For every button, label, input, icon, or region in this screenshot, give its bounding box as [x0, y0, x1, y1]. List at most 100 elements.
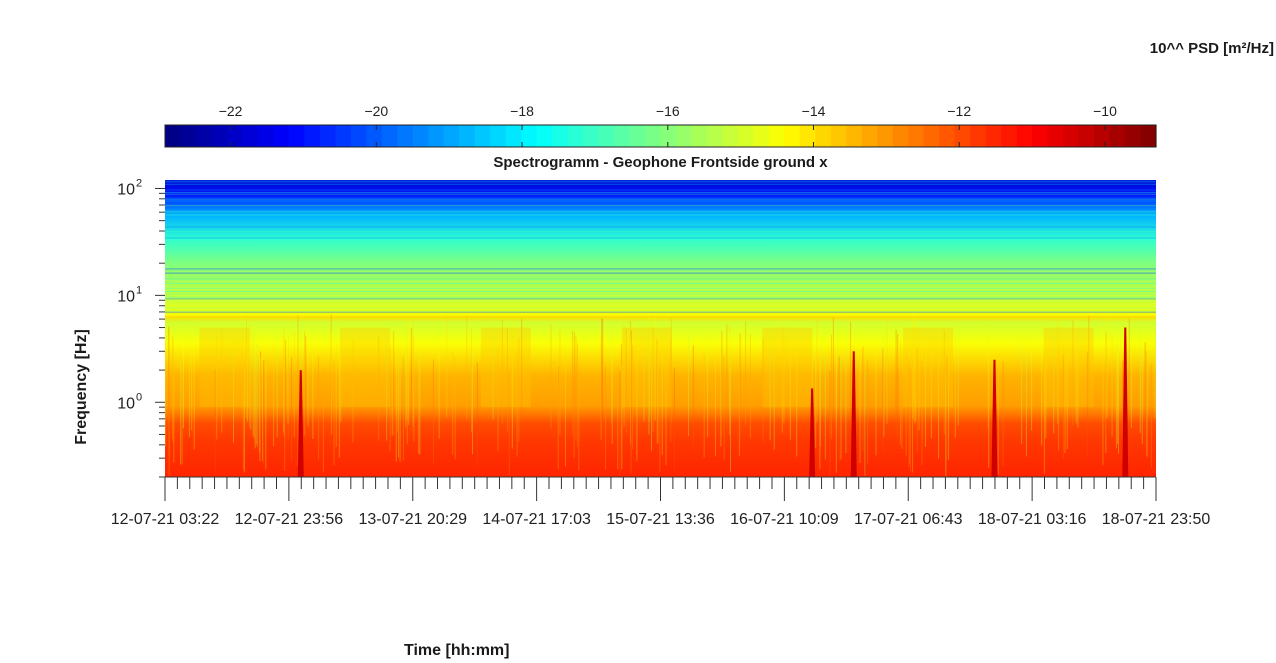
- texture-streak: [172, 338, 174, 443]
- texture-streak: [413, 337, 415, 442]
- texture-streak: [508, 371, 510, 476]
- colorbar-segment: [799, 125, 816, 147]
- colorbar-segment: [706, 125, 724, 147]
- texture-streak: [630, 331, 632, 435]
- texture-streak: [862, 346, 864, 451]
- texture-streak: [938, 354, 940, 459]
- y-tick-label: 10: [117, 181, 135, 198]
- texture-streak: [406, 339, 408, 444]
- texture-streak: [643, 317, 645, 422]
- texture-streak: [246, 314, 248, 419]
- texture-streak: [412, 322, 414, 427]
- texture-streak: [670, 338, 672, 443]
- texture-band: [165, 241, 1156, 243]
- colorbar-segment: [257, 125, 274, 147]
- texture-streak: [914, 319, 916, 424]
- texture-streak: [330, 313, 332, 418]
- texture-band: [165, 265, 1156, 267]
- y-tick-exponent: 2: [136, 177, 142, 189]
- texture-streak: [945, 372, 947, 477]
- colorbar-segment: [366, 125, 383, 147]
- texture-streak: [410, 327, 412, 432]
- texture-streak: [665, 361, 667, 466]
- colorbar-segment: [350, 125, 367, 147]
- activity-patch: [762, 327, 813, 408]
- texture-streak: [915, 317, 917, 422]
- texture-streak: [1077, 323, 1079, 428]
- texture-streak: [1111, 332, 1113, 437]
- texture-streak: [573, 332, 575, 437]
- texture-band: [165, 181, 1156, 183]
- colorbar-segment: [397, 125, 414, 147]
- texture-streak: [214, 369, 216, 474]
- texture-band: [165, 226, 1156, 228]
- texture-streak: [303, 331, 305, 436]
- texture-streak: [1144, 342, 1146, 446]
- texture-streak: [1053, 329, 1055, 434]
- colorbar-segment: [273, 125, 290, 147]
- texture-streak: [307, 322, 309, 427]
- texture-streak: [621, 365, 623, 470]
- chart-title: Spectrogramm - Geophone Frontside ground…: [493, 154, 828, 171]
- colorbar-segment: [939, 125, 956, 147]
- colorbar-segment: [908, 125, 925, 147]
- colorbar-segment: [195, 125, 213, 147]
- texture-band: [165, 310, 1156, 312]
- y-tick-label: 10: [117, 288, 135, 305]
- texture-streak: [623, 322, 625, 427]
- colorbar-segment: [846, 125, 863, 147]
- colorbar-segment: [923, 125, 940, 147]
- texture-streak: [406, 316, 408, 421]
- texture-band: [165, 214, 1156, 216]
- texture-streak: [391, 331, 393, 436]
- texture-streak: [835, 323, 837, 428]
- texture-streak: [1146, 352, 1148, 457]
- texture-streak: [454, 355, 456, 460]
- texture-streak: [1086, 351, 1088, 456]
- texture-streak: [305, 336, 307, 441]
- colorbar-segment: [335, 125, 352, 147]
- texture-streak: [1116, 339, 1118, 444]
- texture-band: [165, 268, 1156, 270]
- texture-streak: [171, 335, 173, 439]
- colorbar-segment: [583, 125, 600, 147]
- texture-streak: [287, 336, 289, 441]
- texture-streak: [287, 320, 289, 425]
- activity-patch: [199, 327, 250, 408]
- texture-streak: [259, 351, 261, 456]
- colorbar-segment: [319, 125, 336, 147]
- texture-streak: [912, 315, 914, 420]
- texture-streak: [1150, 364, 1152, 468]
- texture-band: [165, 210, 1156, 212]
- texture-streak: [378, 337, 380, 441]
- texture-streak: [1062, 345, 1064, 449]
- texture-streak: [1154, 314, 1156, 419]
- texture-streak: [1064, 349, 1066, 454]
- colorbar-segment: [691, 125, 708, 147]
- colorbar-segment: [443, 125, 460, 147]
- texture-streak: [988, 363, 990, 468]
- texture-streak: [1139, 329, 1141, 434]
- colorbar-segment: [226, 125, 244, 147]
- colorbar-segment: [660, 125, 677, 147]
- texture-streak: [811, 321, 813, 426]
- texture-band: [165, 200, 1156, 202]
- texture-streak: [769, 336, 771, 441]
- texture-streak: [987, 324, 989, 429]
- texture-band: [165, 256, 1156, 258]
- texture-band: [165, 296, 1156, 298]
- texture-streak: [511, 344, 513, 449]
- texture-streak: [1102, 361, 1104, 466]
- texture-streak: [276, 333, 278, 438]
- texture-streak: [930, 334, 932, 439]
- texture-streak: [573, 354, 575, 459]
- texture-streak: [895, 329, 897, 434]
- colorbar-tick-label: −14: [802, 103, 826, 119]
- texture-streak: [402, 356, 404, 461]
- colorbar-segment: [1140, 125, 1157, 147]
- colorbar-segment: [567, 125, 584, 147]
- texture-streak: [232, 338, 234, 443]
- texture-streak: [255, 340, 257, 445]
- texture-streak: [921, 360, 923, 465]
